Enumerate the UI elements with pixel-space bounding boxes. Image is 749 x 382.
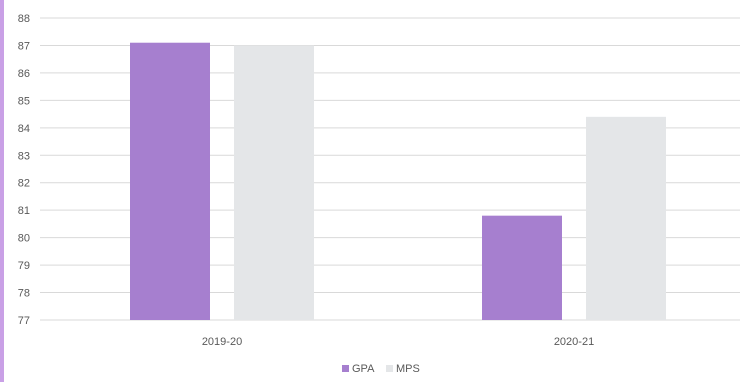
y-tick-label-80: 80 [18, 233, 30, 245]
y-tick-label-78: 78 [18, 288, 30, 300]
legend-label-gpa: GPA [352, 363, 375, 375]
y-tick-label-82: 82 [18, 178, 30, 190]
y-tick-label-88: 88 [18, 13, 30, 25]
legend-label-mps: MPS [396, 363, 420, 375]
bars [130, 42, 666, 321]
bar-gpa-2019-20 [130, 42, 210, 320]
y-tick-label-79: 79 [18, 260, 30, 272]
y-tick-label-86: 86 [18, 68, 30, 80]
bar-mps-2020-21 [586, 116, 666, 320]
bar-gpa-2020-21 [482, 215, 562, 320]
y-axis-ticks: 77 78 79 80 81 82 83 84 85 86 87 88 [18, 13, 30, 327]
legend-swatch-mps [386, 365, 393, 372]
y-tick-label-77: 77 [18, 315, 30, 327]
legend-swatch-gpa [342, 365, 349, 372]
y-tick-label-87: 87 [18, 40, 30, 52]
y-tick-label-84: 84 [18, 123, 30, 135]
left-accent-border [0, 0, 4, 382]
bar-mps-2019-20 [234, 45, 314, 321]
y-tick-label-85: 85 [18, 95, 30, 107]
y-tick-label-83: 83 [18, 150, 30, 162]
x-tick-label-2020-21: 2020-21 [554, 336, 594, 348]
legend: GPA MPS [342, 363, 420, 375]
y-tick-label-81: 81 [18, 205, 30, 217]
x-axis-ticks: 2019-20 2020-21 [202, 336, 594, 348]
x-tick-label-2019-20: 2019-20 [202, 336, 242, 348]
